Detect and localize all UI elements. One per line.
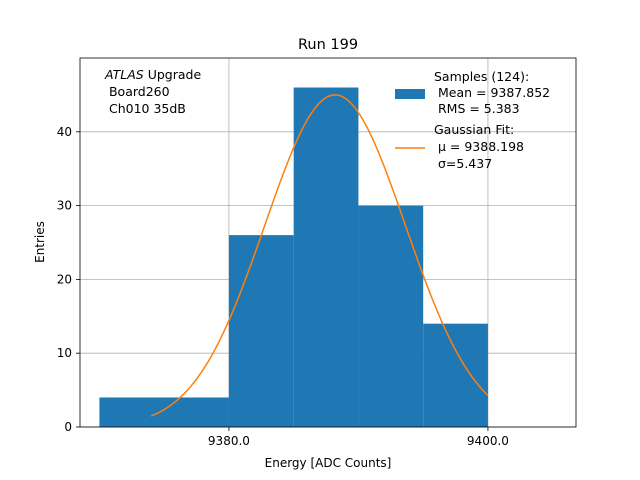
x-tick-label: 9400.0 (467, 434, 509, 448)
y-tick-label: 40 (57, 125, 72, 139)
chart-title: Run 199 (298, 37, 358, 53)
x-tick-label: 9380.0 (208, 434, 250, 448)
histogram-bar (358, 205, 424, 427)
legend-hist-swatch (395, 89, 425, 99)
annotation-line-1: ATLAS Upgrade (104, 67, 201, 82)
histogram-bar (293, 87, 359, 428)
legend-hist-line-1: Samples (124): (434, 69, 529, 84)
atlas-label: ATLAS (104, 67, 144, 82)
annotation-box: ATLAS Upgrade Board260 Ch010 35dB (104, 67, 201, 116)
legend-hist-line-3: RMS = 5.383 (434, 101, 520, 116)
annotation-line-2: Board260 (105, 84, 170, 99)
y-tick-label: 10 (57, 346, 72, 360)
annotation-line-3: Ch010 35dB (105, 101, 186, 116)
histogram-bar (99, 397, 229, 427)
legend: Samples (124): Mean = 9387.852 RMS = 5.3… (395, 69, 550, 171)
legend-hist-line-2: Mean = 9387.852 (434, 85, 550, 100)
histogram-bar (423, 323, 488, 427)
plot-frame (79, 57, 577, 428)
legend-fit-line-3: σ=5.437 (434, 156, 492, 171)
y-axis-label: Entries (33, 221, 47, 263)
x-axis-ticks: 9380.0 9400.0 (208, 427, 509, 448)
y-axis-ticks: 0 10 20 30 40 (57, 125, 80, 434)
y-tick-label: 0 (64, 420, 72, 434)
upgrade-label: Upgrade (144, 67, 202, 82)
y-tick-label: 20 (57, 272, 72, 286)
x-axis-label: Energy [ADC Counts] (265, 456, 392, 470)
legend-fit-line-2: μ = 9388.198 (434, 139, 524, 154)
legend-fit-line-1: Gaussian Fit: (434, 122, 514, 137)
gaussian-fit-curve (150, 94, 489, 417)
histogram-bar (228, 235, 294, 427)
y-tick-label: 30 (57, 199, 72, 213)
histogram-bars (99, 87, 488, 428)
